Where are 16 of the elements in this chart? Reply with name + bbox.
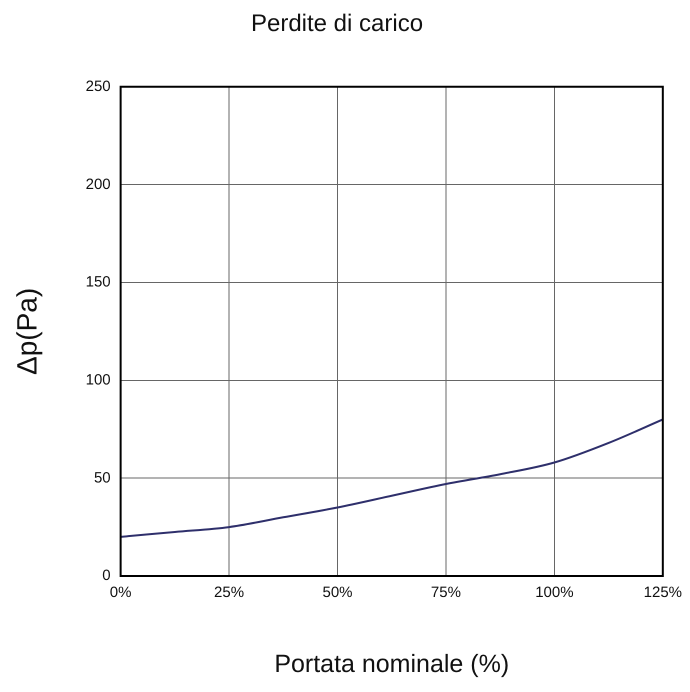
x-tick-label: 50% <box>322 584 353 602</box>
y-tick-label: 250 <box>86 78 111 95</box>
y-axis-title: Δp(Pa) <box>12 288 43 375</box>
y-tick-label: 200 <box>86 176 111 193</box>
chart-title: Perdite di carico <box>250 10 424 38</box>
x-tick-label: 75% <box>430 584 461 602</box>
x-tick-label: 100% <box>535 584 574 602</box>
y-tick-label: 150 <box>86 274 111 291</box>
x-tick-label: 25% <box>214 584 244 602</box>
y-tick-label: 50 <box>94 469 111 486</box>
y-tick-label: 0 <box>102 567 111 584</box>
x-axis-title: Portata nominale (%) <box>274 650 510 678</box>
line-series <box>120 418 663 538</box>
x-tick-label: 125% <box>644 584 682 602</box>
x-tick-label: 0% <box>110 584 132 602</box>
y-tick-label: 100 <box>86 371 111 388</box>
